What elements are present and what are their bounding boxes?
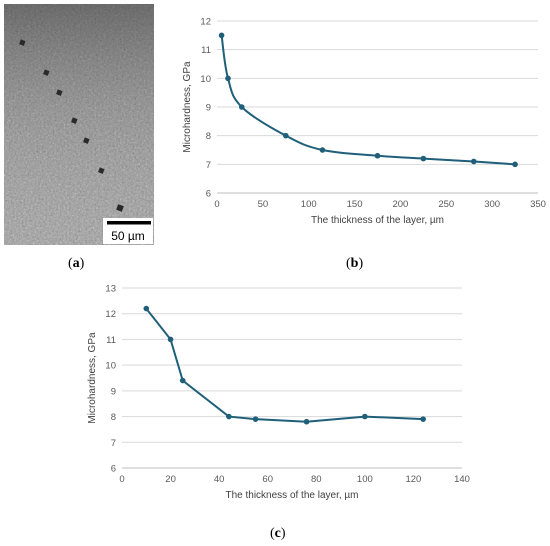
chart-b-y-tick-label: 6 <box>206 189 211 200</box>
chart-c-y-tick-label: 9 <box>111 386 116 397</box>
panel-label-b: (b) <box>346 256 364 271</box>
chart-c-x-tick-label: 60 <box>262 474 273 485</box>
chart-c-data-point <box>252 416 259 422</box>
chart-b: 6 7 8 9 10 11 12 0 50 100 150 200 250 300 350 The thick… <box>182 17 546 227</box>
scale-bar-label: 50 µm <box>111 229 145 243</box>
chart-c-data-point <box>226 413 232 420</box>
chart-b-y-tick-label: 9 <box>206 103 211 114</box>
chart-b-data-point <box>225 75 231 82</box>
chart-c-x-tick-label: 80 <box>311 474 322 485</box>
chart-b-y-tick-label: 8 <box>206 131 211 142</box>
chart-c-x-tick-label: 120 <box>405 474 421 485</box>
chart-c-y-tick-label: 7 <box>111 438 116 449</box>
chart-b-data-point <box>420 155 427 162</box>
chart-c-data-point <box>420 416 426 422</box>
chart-c-series-line <box>145 307 424 423</box>
panel-label-a: (a) <box>68 256 85 271</box>
chart-c-y-tick-label: 13 <box>105 284 116 295</box>
chart-b-y-axis-label: Microhardness, GPa <box>182 61 193 153</box>
chart-b-data-point <box>471 158 477 165</box>
chart-b-y-tick-label: 10 <box>200 74 211 85</box>
chart-c-x-tick-label: 20 <box>165 474 176 485</box>
chart-b-x-tick-label: 100 <box>301 199 317 210</box>
chart-b-x-tick-label: 150 <box>347 199 363 210</box>
chart-c-y-tick-label: 11 <box>106 335 116 346</box>
chart-b-x-tick-label: 200 <box>392 199 408 210</box>
chart-c-y-axis-label: Microhardness, GPa <box>87 332 98 424</box>
chart-c-data-point <box>362 413 368 420</box>
chart-c-data-point <box>179 377 186 384</box>
chart-c-x-tick-label: 100 <box>357 474 373 485</box>
chart-b-data-point <box>319 147 326 153</box>
chart-b-x-tick-label: 350 <box>530 199 546 210</box>
chart-b-x-axis-label: The thickness of the layer, µm <box>311 215 444 226</box>
chart-b-series-line <box>220 35 516 166</box>
chart-b-y-tick-label: 7 <box>206 160 211 171</box>
chart-b-data-point <box>282 132 289 139</box>
chart-c: 6 7 8 9 10 11 12 13 0 20 40 60 80 100 120 140 The thickn… <box>87 284 470 502</box>
chart-b-y-tick-label: 11 <box>201 45 211 56</box>
chart-c-x-axis-label: The thickness of the layer, µm <box>225 490 358 501</box>
chart-b-x-tick-label: 300 <box>484 199 500 210</box>
scale-bar <box>107 221 151 225</box>
chart-c-data-point <box>303 418 310 425</box>
chart-b-x-tick-label: 250 <box>438 199 454 210</box>
chart-c-y-tick-label: 6 <box>111 464 116 475</box>
chart-c-x-tick-label: 40 <box>214 474 225 485</box>
chart-c-x-tick-label: 0 <box>119 474 124 485</box>
chart-c-y-tick-label: 12 <box>105 309 116 320</box>
panel-label-c: (c) <box>270 526 286 541</box>
chart-b-x-tick-label: 0 <box>214 199 219 210</box>
chart-c-x-tick-label: 140 <box>454 474 470 485</box>
micrograph-image: 50 µm <box>4 4 154 245</box>
chart-b-x-tick-label: 50 <box>258 199 269 210</box>
chart-c-y-tick-label: 8 <box>111 412 116 423</box>
chart-b-data-point <box>238 104 245 110</box>
chart-b-y-tick-label: 12 <box>200 17 211 28</box>
chart-c-y-tick-label: 10 <box>105 361 116 372</box>
chart-b-data-point <box>218 32 225 39</box>
chart-c-data-point <box>167 336 174 343</box>
chart-b-data-point <box>512 161 518 168</box>
chart-b-data-point <box>374 152 381 159</box>
indent-marks <box>19 39 124 212</box>
chart-c-data-point <box>143 305 150 312</box>
